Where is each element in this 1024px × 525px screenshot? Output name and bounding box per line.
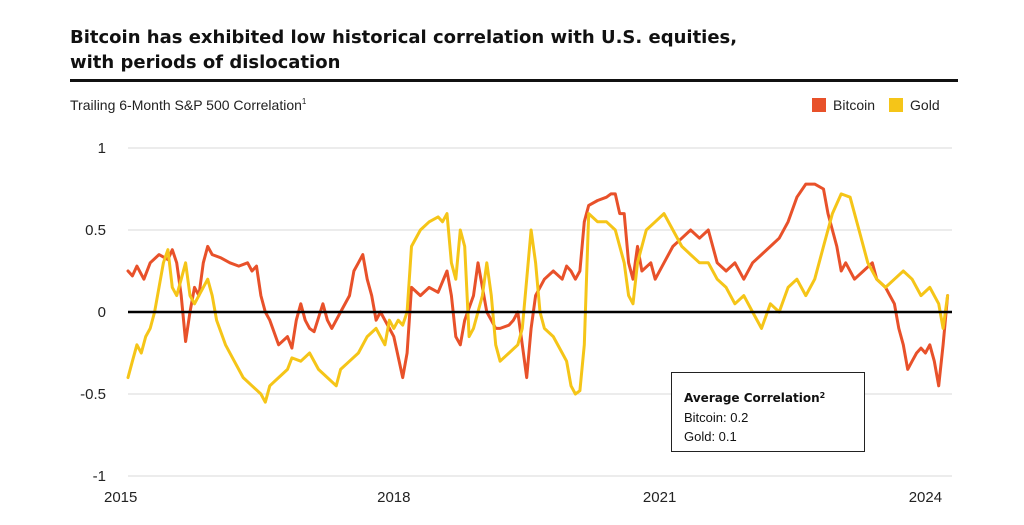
callout-title-text: Average Correlation <box>684 391 820 405</box>
x-tick-label: 2018 <box>377 489 410 506</box>
subtitle-footnote-marker: 1 <box>301 97 307 106</box>
chart-title-line-2: with periods of dislocation <box>70 52 341 73</box>
y-tick-label: 0.5 <box>85 222 106 239</box>
y-tick-label: 0 <box>98 304 106 321</box>
chart-title: Bitcoin has exhibited low historical cor… <box>70 25 950 75</box>
callout-gold-average: Gold: 0.1 <box>684 429 737 444</box>
y-tick-label: -0.5 <box>80 386 106 403</box>
x-tick-label: 2024 <box>909 489 942 506</box>
legend-label-gold: Gold <box>910 97 940 113</box>
chart-title-line-1: Bitcoin has exhibited low historical cor… <box>70 27 738 48</box>
callout-footnote-marker: 2 <box>819 391 826 400</box>
y-tick-label: 1 <box>98 140 106 157</box>
y-tick-labels: 1 0.5 0 -0.5 -1 <box>80 140 106 485</box>
x-tick-labels: 2015 2018 2021 2024 <box>104 489 942 506</box>
title-divider <box>70 79 958 82</box>
y-tick-label: -1 <box>93 468 106 485</box>
series-line-gold <box>126 192 950 404</box>
callout-title: Average Correlation2 <box>684 386 852 408</box>
x-tick-label: 2021 <box>643 489 676 506</box>
legend-item-bitcoin: Bitcoin <box>812 97 875 113</box>
series-lines <box>126 182 950 404</box>
legend-label-bitcoin: Bitcoin <box>833 97 876 113</box>
average-correlation-callout: Average Correlation2 Bitcoin: 0.2 Gold: … <box>671 372 865 452</box>
callout-bitcoin-average: Bitcoin: 0.2 <box>684 410 749 425</box>
series-line-bitcoin <box>126 182 950 388</box>
x-tick-label: 2015 <box>104 489 137 506</box>
chart-legend: Bitcoin Gold <box>798 97 940 113</box>
legend-item-gold: Gold <box>889 97 940 113</box>
subtitle-text: Trailing 6-Month S&P 500 Correlation <box>70 97 302 113</box>
chart-subtitle: Trailing 6-Month S&P 500 Correlation1 <box>70 97 306 113</box>
legend-swatch-bitcoin <box>812 98 826 112</box>
grid-lines <box>128 147 952 477</box>
legend-swatch-gold <box>889 98 904 112</box>
